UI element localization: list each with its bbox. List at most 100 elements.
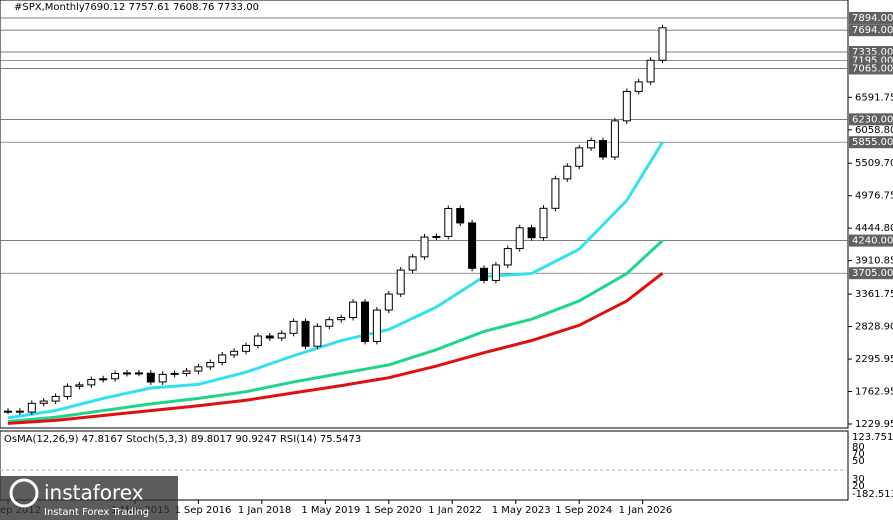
y-tick-label: 4444.80: [855, 223, 893, 234]
candle: [242, 344, 250, 352]
candle: [301, 320, 310, 347]
candle: [337, 317, 346, 321]
logo-name: instaforex: [44, 481, 144, 505]
x-tick-label: 1 Jan 2022: [428, 505, 482, 516]
x-tick-label: 1 Jan 2026: [619, 505, 673, 516]
ohlc: 7690.12 7757.61 7608.76 7733.00: [84, 2, 259, 13]
candle: [646, 59, 655, 83]
indicator-scale-label: -182.5137: [852, 489, 893, 500]
candle: [253, 335, 262, 346]
symbol-title: #SPX,Monthly: [14, 2, 85, 13]
indicator-scale-label: 70: [852, 449, 865, 460]
candle: [480, 267, 488, 281]
candle: [111, 372, 120, 380]
candle: [206, 362, 215, 368]
candle: [230, 350, 239, 356]
level-label: 6230.00: [852, 114, 893, 125]
y-tick-label: 2828.90: [855, 322, 893, 333]
main-pane: [0, 0, 849, 429]
y-tick-label: 5509.70: [855, 158, 893, 169]
level-box: [849, 11, 893, 24]
level-box: [849, 267, 893, 280]
candle: [634, 81, 643, 92]
x-tick-label: 1 Sep 2024: [555, 505, 612, 516]
candle: [491, 264, 500, 281]
candle: [456, 208, 465, 224]
level-label: 7335.00: [852, 47, 893, 58]
candle: [313, 325, 322, 347]
candle: [265, 335, 274, 339]
candle: [468, 222, 477, 269]
x-tick-label: 1 May 2019: [301, 505, 360, 516]
y-tick-label: 2295.95: [855, 354, 893, 365]
level-label: 5855.00: [852, 137, 893, 148]
candle: [99, 378, 108, 381]
y-tick-label: 1229.95: [855, 419, 893, 430]
candle: [194, 366, 203, 372]
candle: [170, 372, 179, 375]
level-box: [849, 24, 893, 37]
candle: [563, 165, 572, 180]
candle: [408, 256, 417, 271]
candle: [372, 309, 381, 342]
x-tick-label: 1 Sep 2016: [174, 505, 231, 516]
moving-average: [7, 141, 664, 420]
candle: [158, 373, 167, 383]
candle: [63, 385, 72, 397]
candle: [587, 140, 596, 149]
candle: [123, 372, 131, 375]
candle: [39, 400, 48, 404]
candle: [610, 120, 619, 158]
candle: [27, 402, 36, 413]
candle: [539, 207, 548, 239]
candle: [396, 269, 405, 295]
candle: [420, 236, 429, 258]
level-label: 4240.00: [852, 236, 893, 247]
indicator-scale-label: 50: [852, 456, 865, 467]
candle: [575, 147, 584, 167]
candle: [218, 354, 227, 364]
candle: [75, 384, 84, 387]
x-tick-label: 1 Jan 2018: [238, 505, 292, 516]
logo-bg: [0, 476, 178, 520]
candle: [4, 410, 12, 413]
level-box: [849, 234, 893, 247]
y-tick-label: 3361.75: [855, 289, 893, 300]
candle: [444, 208, 453, 237]
y-tick-label: 3910.85: [855, 256, 893, 267]
level-box: [849, 136, 893, 149]
y-tick-label: 1762.95: [855, 387, 893, 398]
candle: [146, 372, 155, 383]
candle: [182, 370, 191, 374]
candle: [599, 140, 607, 158]
logo-icon: [9, 478, 39, 508]
moving-average: [7, 239, 664, 424]
candle: [87, 379, 96, 386]
candle: [134, 372, 143, 375]
level-label: 7065.00: [852, 63, 893, 74]
level-label: 3705.00: [852, 268, 893, 279]
candle: [515, 227, 524, 250]
candle: [15, 410, 24, 413]
indicator-label: OsMA(12,26,9) 47.8167 Stoch(5,3,3) 89.80…: [4, 434, 361, 445]
indicator-scale-label: 123.7516: [852, 432, 893, 443]
candle: [527, 227, 536, 239]
logo: instaforex Instant Forex Trading: [0, 476, 178, 520]
y-tick-label: 6591.75: [855, 92, 893, 103]
y-tick-label: 6058.80: [855, 125, 893, 136]
candle: [325, 319, 334, 327]
candle: [432, 235, 441, 238]
y-tick-label: 4976.75: [855, 191, 893, 202]
logo-tagline: Instant Forex Trading: [44, 507, 149, 518]
candle: [277, 332, 286, 339]
level-label: 7894.00: [852, 13, 893, 24]
indicator-scale-label: 20: [852, 481, 865, 492]
indicator-scale-label: 30: [852, 474, 865, 485]
level-label: 7195.00: [852, 56, 893, 67]
level-label: 7694.00: [852, 25, 893, 36]
candle: [51, 395, 60, 402]
x-tick-label: 1 May 2023: [492, 505, 551, 516]
candle: [349, 301, 358, 319]
candle: [622, 90, 631, 122]
